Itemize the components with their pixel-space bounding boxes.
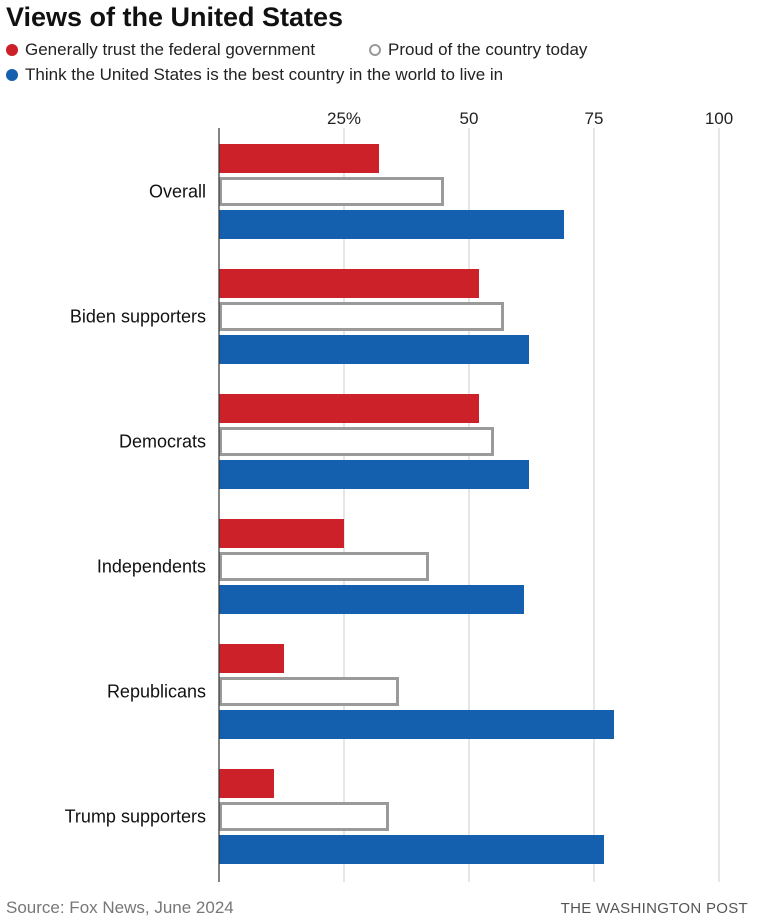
bar xyxy=(219,394,479,423)
legend-item-best-country: Think the United States is the best coun… xyxy=(6,65,503,85)
bar xyxy=(219,210,564,239)
bar xyxy=(219,644,284,673)
category-label: Republicans xyxy=(107,682,206,702)
bar xyxy=(219,519,344,548)
bar xyxy=(219,144,379,173)
x-tick-label: 75 xyxy=(585,109,604,128)
chart-title: Views of the United States xyxy=(6,2,344,32)
bar xyxy=(219,835,604,864)
category-label: Biden supporters xyxy=(70,307,206,327)
bar xyxy=(219,177,444,206)
bar xyxy=(219,460,529,489)
bar xyxy=(219,427,494,456)
publisher-credit: THE WASHINGTON POST xyxy=(560,900,748,917)
category-label: Overall xyxy=(149,182,206,202)
legend-label-best-country: Think the United States is the best coun… xyxy=(25,65,504,84)
category-label: Trump supporters xyxy=(65,807,206,827)
x-tick-label: 25% xyxy=(327,109,361,128)
bar xyxy=(219,677,399,706)
bar-chart: 25% 50 75 100 Overall Biden supporters Democra… xyxy=(65,109,733,882)
legend-label-proud: Proud of the country today xyxy=(388,40,588,59)
x-tick-label: 100 xyxy=(705,109,733,128)
bar xyxy=(219,552,429,581)
category-label: Independents xyxy=(97,557,206,577)
bar xyxy=(219,710,614,739)
legend-item-proud: Proud of the country today xyxy=(369,40,587,60)
bar xyxy=(219,335,529,364)
legend-swatch-proud xyxy=(369,44,381,56)
source-note: Source: Fox News, June 2024 xyxy=(6,898,234,917)
bar xyxy=(219,769,274,798)
bar xyxy=(219,802,389,831)
category-label: Democrats xyxy=(119,432,206,452)
legend-item-trust: Generally trust the federal government xyxy=(6,40,315,60)
bar xyxy=(219,269,479,298)
legend-swatch-best-country xyxy=(6,69,18,81)
bar xyxy=(219,302,504,331)
x-tick-label: 50 xyxy=(460,109,479,128)
legend-label-trust: Generally trust the federal government xyxy=(25,40,316,59)
legend-swatch-trust xyxy=(6,44,18,56)
bar xyxy=(219,585,524,614)
